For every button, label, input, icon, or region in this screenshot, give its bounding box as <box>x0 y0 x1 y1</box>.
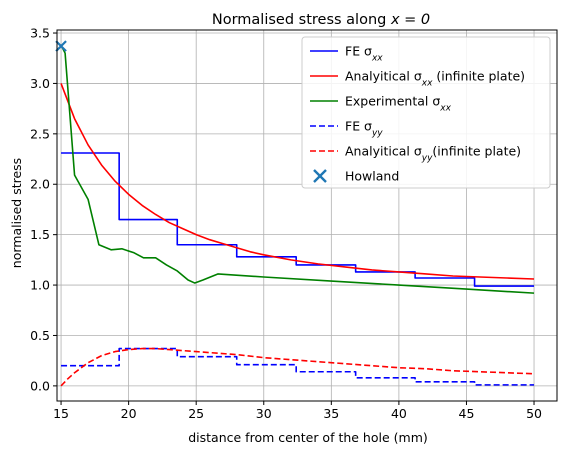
legend-label: Experimental σxx <box>345 94 452 114</box>
x-tick-label: 15 <box>53 406 69 421</box>
series-line-4 <box>61 347 535 386</box>
legend-label: Howland <box>345 169 399 184</box>
x-tick-label: 50 <box>526 406 542 421</box>
y-axis-ticks: 0.0 0.5 1.0 1.5 2.0 2.5 3.0 3.5 <box>30 26 57 393</box>
marker-layer <box>55 40 67 52</box>
chart-title: Normalised stress along x = 0 <box>212 12 430 28</box>
legend: FE σxx Analyitical σxx (infinite plate) Ex… <box>301 36 551 189</box>
y-tick-label: 3.0 <box>30 76 50 91</box>
series-layer <box>60 44 535 387</box>
legend-label: Analyitical σxx (infinite plate) <box>345 69 525 89</box>
chart-title-math: x = 0 <box>390 12 430 28</box>
x-tick-label: 25 <box>188 406 204 421</box>
legend-box <box>301 36 551 189</box>
y-tick-label: 3.5 <box>30 26 50 41</box>
chart-title-text: Normalised stress along <box>212 12 391 28</box>
x-tick-label: 20 <box>121 406 137 421</box>
x-tick-label: 40 <box>391 406 407 421</box>
legend-label: FE σxx <box>345 44 383 64</box>
howland-marker <box>55 40 67 52</box>
y-tick-label: 0.0 <box>30 378 50 393</box>
series-line-3 <box>60 44 535 294</box>
x-axis-label: distance from center of the hole (mm) <box>188 430 428 445</box>
y-tick-label: 1.5 <box>30 227 50 242</box>
x-axis-ticks: 15 20 25 30 35 40 45 50 <box>53 401 542 421</box>
legend-label: Analyitical σyy(infinite plate) <box>345 144 521 164</box>
x-tick-label: 35 <box>323 406 339 421</box>
legend-swatch <box>313 169 327 183</box>
x-tick-label: 30 <box>256 406 272 421</box>
series-line-2 <box>60 83 535 280</box>
y-tick-label: 2.0 <box>30 177 50 192</box>
plot-frame <box>56 29 558 402</box>
y-axis-label: normalised stress <box>9 158 24 268</box>
y-tick-label: 2.5 <box>30 126 50 141</box>
y-tick-label: 0.5 <box>30 328 50 343</box>
series-line-5 <box>60 347 535 387</box>
y-tick-label: 1.0 <box>30 278 50 293</box>
x-tick-label: 45 <box>459 406 475 421</box>
legend-label: FE σyy <box>345 119 383 139</box>
